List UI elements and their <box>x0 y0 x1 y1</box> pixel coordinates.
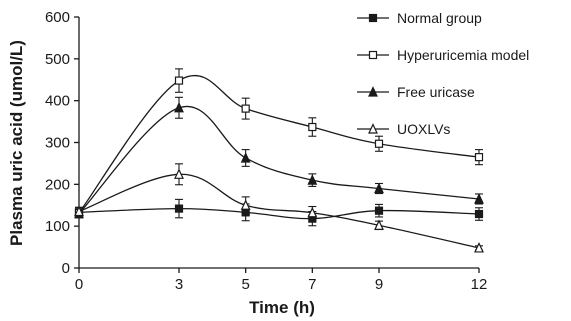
data-point <box>240 152 251 163</box>
legend-marker <box>368 50 378 60</box>
legend-item: Normal group <box>357 10 482 26</box>
legend-item: Hyperuricemia model <box>357 47 529 63</box>
legend-label: Free uricase <box>397 84 475 100</box>
x-tick-label: 9 <box>375 276 383 293</box>
data-point <box>307 206 318 218</box>
x-axis-title: Time (h) <box>249 298 315 317</box>
data-point <box>474 153 484 162</box>
x-tick-label: 5 <box>241 276 249 293</box>
y-tick-label: 200 <box>45 176 70 193</box>
data-point <box>374 219 384 230</box>
y-tick-label: 400 <box>45 93 70 110</box>
series-line <box>78 173 480 249</box>
legend-label: UOXLVs <box>397 121 450 137</box>
data-point <box>374 182 384 194</box>
y-tick-label: 100 <box>45 218 70 235</box>
data-point <box>241 104 250 113</box>
data-point <box>174 76 184 85</box>
y-tick-label: 300 <box>45 135 70 152</box>
legend-label: Normal group <box>397 10 482 26</box>
legend-marker <box>368 13 378 23</box>
legend: Normal group Hyperuricemia model Free uric… <box>357 10 529 137</box>
legend-label: Hyperuricemia model <box>397 47 529 63</box>
series-layer <box>74 68 484 253</box>
y-axis-title: Plasma uric acid (umol/L) <box>7 40 26 246</box>
x-tick-label: 12 <box>471 276 488 293</box>
y-tick-label: 600 <box>45 9 70 26</box>
data-point <box>174 168 184 179</box>
data-point <box>308 122 317 132</box>
ticks <box>74 16 480 273</box>
data-point <box>174 101 184 113</box>
data-point <box>474 242 484 253</box>
data-point <box>240 199 251 210</box>
x-tick-label: 0 <box>75 276 83 293</box>
legend-item: UOXLVs <box>357 121 450 137</box>
series-line <box>78 105 480 215</box>
y-tick-label: 500 <box>45 51 70 68</box>
data-point <box>374 139 384 148</box>
y-tick-label: 0 <box>62 260 70 277</box>
series-line <box>78 74 480 214</box>
data-point <box>474 193 484 204</box>
legend-item: Free uricase <box>357 84 475 100</box>
data-point <box>474 209 484 219</box>
x-tick-label: 3 <box>175 276 183 293</box>
tick-labels: 0 100 200 300 400 500 600 0 3 5 7 9 12 <box>45 9 487 293</box>
data-point <box>174 204 184 213</box>
series-3 <box>74 96 484 219</box>
series-4 <box>74 163 484 253</box>
data-point <box>307 174 318 185</box>
series-1 <box>74 198 484 227</box>
data-point <box>74 205 84 217</box>
legend-marker <box>368 86 378 97</box>
series-line <box>78 207 480 220</box>
legend-marker <box>368 123 378 134</box>
x-tick-label: 7 <box>308 276 316 293</box>
data-point <box>374 206 384 215</box>
